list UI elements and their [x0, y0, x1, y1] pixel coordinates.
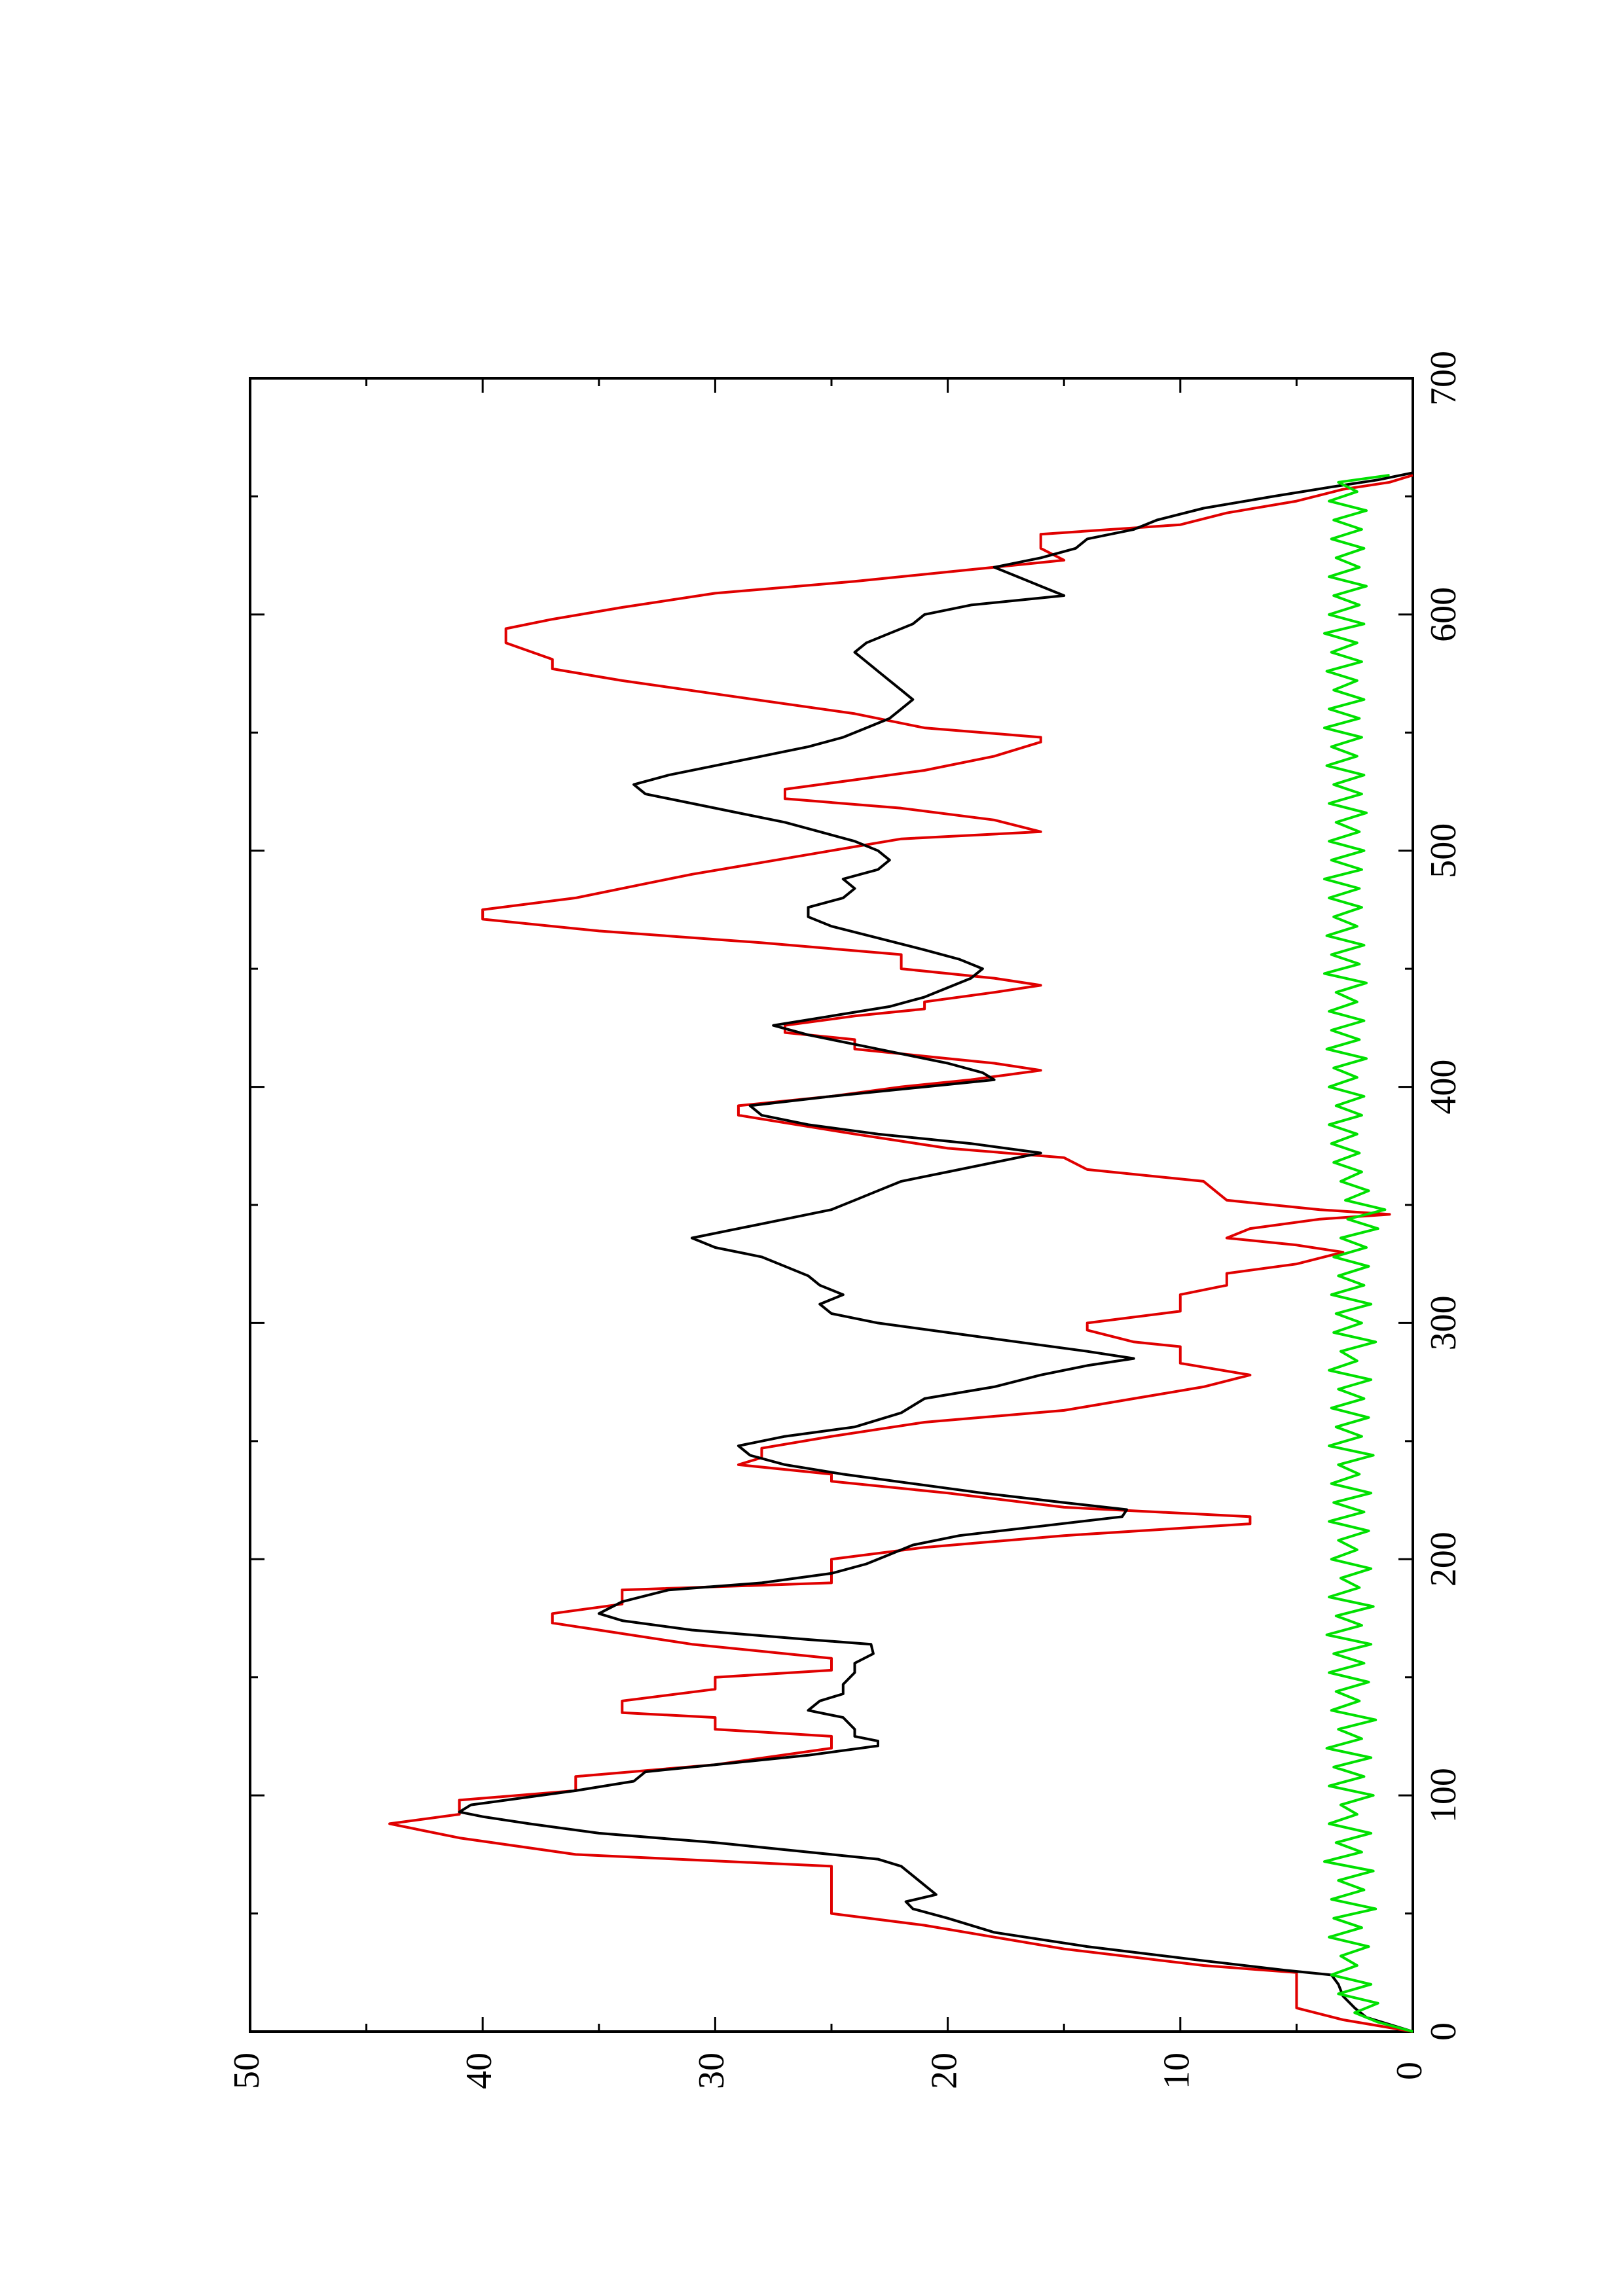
series-line-red — [388, 474, 1413, 2033]
y-tick-label: 40 — [459, 2053, 500, 2089]
x-tick-label: 300 — [1423, 1295, 1464, 1350]
x-tick-label: 600 — [1423, 587, 1464, 642]
y-tick-label: 50 — [227, 2053, 267, 2089]
series-line-black — [458, 471, 1413, 2033]
x-tick-label: 500 — [1423, 823, 1464, 878]
x-tick-label: 700 — [1423, 351, 1464, 406]
y-tick-label: 0 — [1389, 2062, 1430, 2080]
x-tick-label: 200 — [1423, 1532, 1464, 1587]
series-line-green — [1323, 474, 1413, 2033]
x-tick-label: 0 — [1423, 2022, 1464, 2041]
x-tick-label: 400 — [1423, 1060, 1464, 1115]
y-tick-label: 20 — [924, 2053, 964, 2089]
y-tick-label: 10 — [1157, 2053, 1197, 2089]
x-tick-label: 100 — [1423, 1768, 1464, 1823]
y-tick-label: 30 — [691, 2053, 732, 2089]
plot-area: 0 100 200 300 400 500 600 700 0 10 20 30 40 50 — [227, 351, 1464, 2089]
